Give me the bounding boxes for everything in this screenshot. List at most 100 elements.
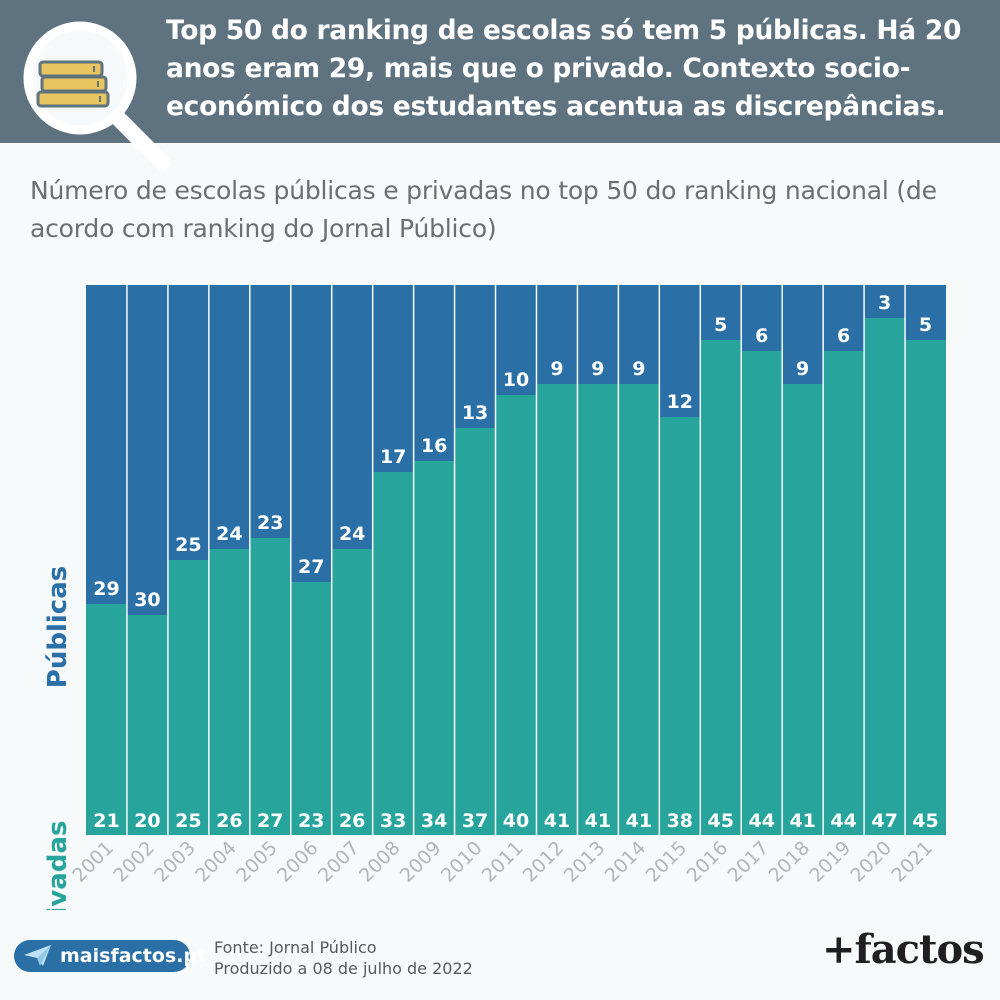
bar-privadas (208, 549, 250, 835)
source-line: Fonte: Jornal Público (214, 938, 377, 957)
data-label-publicas: 9 (591, 358, 604, 380)
x-tick-label: 2007 (314, 837, 364, 887)
bar-privadas (126, 615, 168, 835)
data-label-publicas: 9 (550, 358, 563, 380)
x-tick-label: 2013 (560, 837, 610, 887)
data-label-publicas: 23 (257, 512, 283, 534)
bar-privadas (905, 340, 946, 835)
data-label-privadas: 20 (134, 810, 160, 832)
headline: Top 50 do ranking de escolas só tem 5 pú… (166, 15, 962, 122)
bar-publicas (126, 285, 168, 615)
bar-publicas (290, 285, 332, 582)
data-label-publicas: 29 (93, 578, 119, 600)
bar-privadas (659, 417, 701, 835)
bar-publicas (700, 285, 742, 340)
data-label-privadas: 40 (503, 810, 529, 832)
data-label-privadas: 21 (93, 810, 119, 832)
data-label-privadas: 41 (789, 810, 815, 832)
bar-publicas (86, 285, 127, 604)
data-label-privadas: 27 (257, 810, 283, 832)
data-label-privadas: 41 (626, 810, 652, 832)
data-label-publicas: 25 (175, 534, 201, 556)
legend-label-publicas: Públicas (43, 566, 73, 688)
bar-publicas (454, 285, 496, 428)
bar-privadas (495, 395, 537, 835)
data-label-publicas: 16 (421, 435, 447, 457)
data-label-publicas: 12 (667, 391, 693, 413)
data-label-privadas: 44 (830, 810, 856, 832)
data-label-privadas: 38 (667, 810, 693, 832)
bar-publicas (864, 285, 906, 318)
data-label-privadas: 26 (339, 810, 365, 832)
x-tick-label: 2020 (846, 837, 896, 887)
data-label-publicas: 24 (216, 523, 242, 545)
bar-publicas (905, 285, 946, 340)
data-label-privadas: 23 (298, 810, 324, 832)
bar-publicas (208, 285, 250, 549)
bar-publicas (618, 285, 660, 384)
bar-privadas (700, 340, 742, 835)
data-label-publicas: 5 (919, 314, 932, 336)
data-label-publicas: 3 (878, 292, 891, 314)
bar-publicas (536, 285, 578, 384)
paper-plane-icon (24, 945, 51, 966)
bar-privadas (823, 351, 865, 835)
bar-publicas (741, 285, 783, 351)
data-label-privadas: 45 (912, 810, 938, 832)
bar-privadas (741, 351, 783, 835)
stacked-bar-chart: 29 21 30 20 25 25 24 26 23 27 27 23 24 26 17 33 16 34 13 37… (43, 285, 946, 910)
bar-privadas (290, 582, 332, 835)
bar-privadas (864, 318, 906, 835)
bar-publicas (249, 285, 291, 538)
bar-privadas (618, 384, 660, 835)
bar-publicas (823, 285, 865, 351)
x-tick-label: 2014 (601, 837, 651, 887)
bar-publicas (577, 285, 619, 384)
site-badge[interactable]: maisfactos.pt (14, 940, 206, 972)
x-tick-label: 2001 (68, 837, 118, 887)
legend-label-privadas: Privadas (43, 821, 73, 910)
bar-privadas (782, 384, 824, 835)
magnifier-books-icon (23, 21, 170, 170)
bar-privadas (536, 384, 578, 835)
data-label-privadas: 41 (585, 810, 611, 832)
bar-publicas (331, 285, 373, 549)
bar-privadas (331, 549, 373, 835)
data-label-privadas: 47 (871, 810, 897, 832)
data-label-privadas: 44 (748, 810, 774, 832)
x-tick-label: 2021 (887, 837, 937, 887)
x-tick-label: 2019 (805, 837, 855, 887)
x-tick-label: 2015 (642, 837, 692, 887)
header-banner: Top 50 do ranking de escolas só tem 5 pú… (0, 0, 1000, 170)
x-tick-label: 2008 (355, 837, 405, 887)
data-label-publicas: 5 (714, 314, 727, 336)
bar-privadas (454, 428, 496, 835)
bar-privadas (413, 461, 455, 835)
data-label-privadas: 41 (544, 810, 570, 832)
site-link[interactable]: maisfactos.pt (60, 945, 207, 967)
x-tick-label: 2012 (519, 837, 569, 887)
data-label-publicas: 6 (837, 325, 850, 347)
x-tick-label: 2017 (723, 837, 773, 887)
data-label-privadas: 25 (175, 810, 201, 832)
bar-privadas (86, 604, 127, 835)
x-tick-label: 2009 (396, 837, 446, 887)
x-tick-label: 2011 (478, 837, 528, 887)
bar-publicas (782, 285, 824, 384)
source-note: Fonte: Jornal Público Produzido a 08 de … (214, 937, 473, 979)
bar-privadas (577, 384, 619, 835)
x-tick-label: 2010 (437, 837, 487, 887)
x-tick-label: 2002 (109, 837, 159, 887)
bar-privadas (372, 472, 414, 835)
data-label-publicas: 27 (298, 556, 324, 578)
bar-publicas (372, 285, 414, 472)
data-label-publicas: 17 (380, 446, 406, 468)
data-label-publicas: 6 (755, 325, 768, 347)
chart-subtitle: Número de escolas públicas e privadas no… (30, 176, 937, 243)
data-label-privadas: 33 (380, 810, 406, 832)
bar-publicas (167, 285, 209, 560)
data-label-publicas: 30 (134, 589, 160, 611)
produced-date: Produzido a 08 de julho de 2022 (214, 959, 473, 978)
x-tick-label: 2016 (683, 837, 733, 887)
x-tick-label: 2005 (232, 837, 282, 887)
